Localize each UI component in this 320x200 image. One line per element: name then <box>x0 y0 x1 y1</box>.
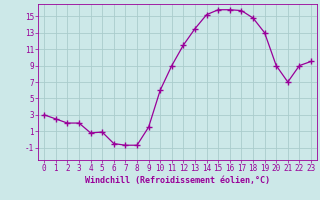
X-axis label: Windchill (Refroidissement éolien,°C): Windchill (Refroidissement éolien,°C) <box>85 176 270 185</box>
